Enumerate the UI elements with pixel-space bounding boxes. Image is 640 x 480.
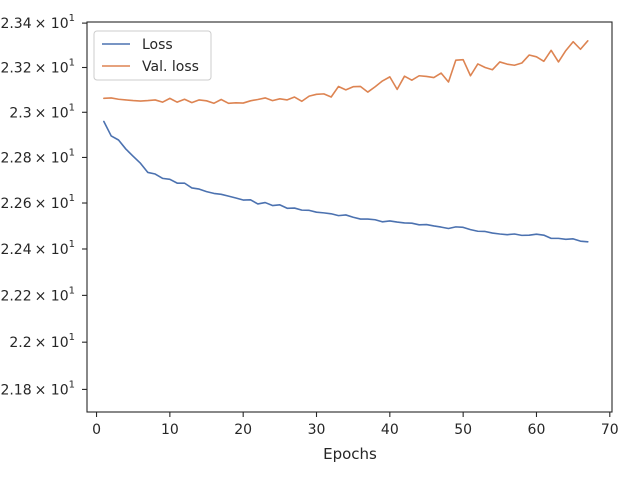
y-tick-mantissa: 2.2 — [9, 335, 31, 351]
y-tick-label: 2.2 × 101 — [9, 332, 75, 351]
y-tick-base: × 10 — [35, 288, 69, 304]
y-tick-mantissa: 2.28 — [0, 150, 31, 166]
y-tick-base: × 10 — [35, 196, 69, 212]
y-tick-label: 2.26 × 101 — [0, 193, 75, 212]
series-layer — [103, 40, 589, 243]
legend-label-1: Val. loss — [142, 59, 199, 75]
x-tick-label: 70 — [601, 422, 619, 438]
y-tick-exponent: 1 — [69, 193, 75, 204]
series-line-0 — [103, 120, 589, 243]
y-tick-exponent: 1 — [69, 147, 75, 158]
legend-label-0: Loss — [142, 37, 173, 53]
x-tick-label: 20 — [234, 422, 252, 438]
x-axis-label: Epochs — [323, 445, 377, 463]
x-tick-label: 30 — [308, 422, 326, 438]
y-tick-mantissa: 2.3 — [9, 105, 31, 121]
y-tick-exponent: 1 — [69, 13, 75, 24]
plot-area — [86, 21, 613, 413]
y-tick-base: × 10 — [35, 335, 69, 351]
y-tick-label: 2.18 × 101 — [0, 379, 75, 398]
y-tick-label: 2.22 × 101 — [0, 285, 75, 304]
y-tick-label: 2.34 × 101 — [0, 13, 75, 32]
y-tick-base: × 10 — [35, 16, 69, 32]
legend: Loss Val. loss — [93, 30, 212, 81]
y-tick-base: × 10 — [35, 105, 69, 121]
y-tick-exponent: 1 — [69, 239, 75, 250]
y-tick-label: 2.24 × 101 — [0, 239, 75, 258]
plot-frame — [86, 21, 613, 413]
y-tick-mantissa: 2.18 — [0, 382, 31, 398]
y-tick-base: × 10 — [35, 60, 69, 76]
x-tick-label: 50 — [454, 422, 472, 438]
y-tick-label: 2.28 × 101 — [0, 147, 75, 166]
y-tick-label: 2.32 × 101 — [0, 57, 75, 76]
y-tick-exponent: 1 — [69, 379, 75, 390]
y-tick-label: 2.3 × 101 — [9, 102, 75, 121]
y-tick-base: × 10 — [35, 382, 69, 398]
y-tick-mantissa: 2.24 — [0, 242, 31, 258]
y-tick-exponent: 1 — [69, 285, 75, 296]
y-tick-base: × 10 — [35, 242, 69, 258]
x-tick-label: 0 — [92, 422, 101, 438]
x-tick-label: 10 — [161, 422, 179, 438]
y-tick-mantissa: 2.22 — [0, 288, 31, 304]
x-tick-label: 60 — [528, 422, 546, 438]
y-tick-mantissa: 2.32 — [0, 60, 31, 76]
y-tick-exponent: 1 — [69, 57, 75, 68]
y-tick-base: × 10 — [35, 150, 69, 166]
y-tick-mantissa: 2.34 — [0, 16, 31, 32]
y-tick-mantissa: 2.26 — [0, 196, 31, 212]
x-axis: 0 10 20 30 40 50 60 70 — [92, 412, 619, 438]
y-tick-exponent: 1 — [69, 332, 75, 343]
x-tick-label: 40 — [381, 422, 399, 438]
y-tick-exponent: 1 — [69, 102, 75, 113]
series-line-1 — [103, 40, 589, 105]
